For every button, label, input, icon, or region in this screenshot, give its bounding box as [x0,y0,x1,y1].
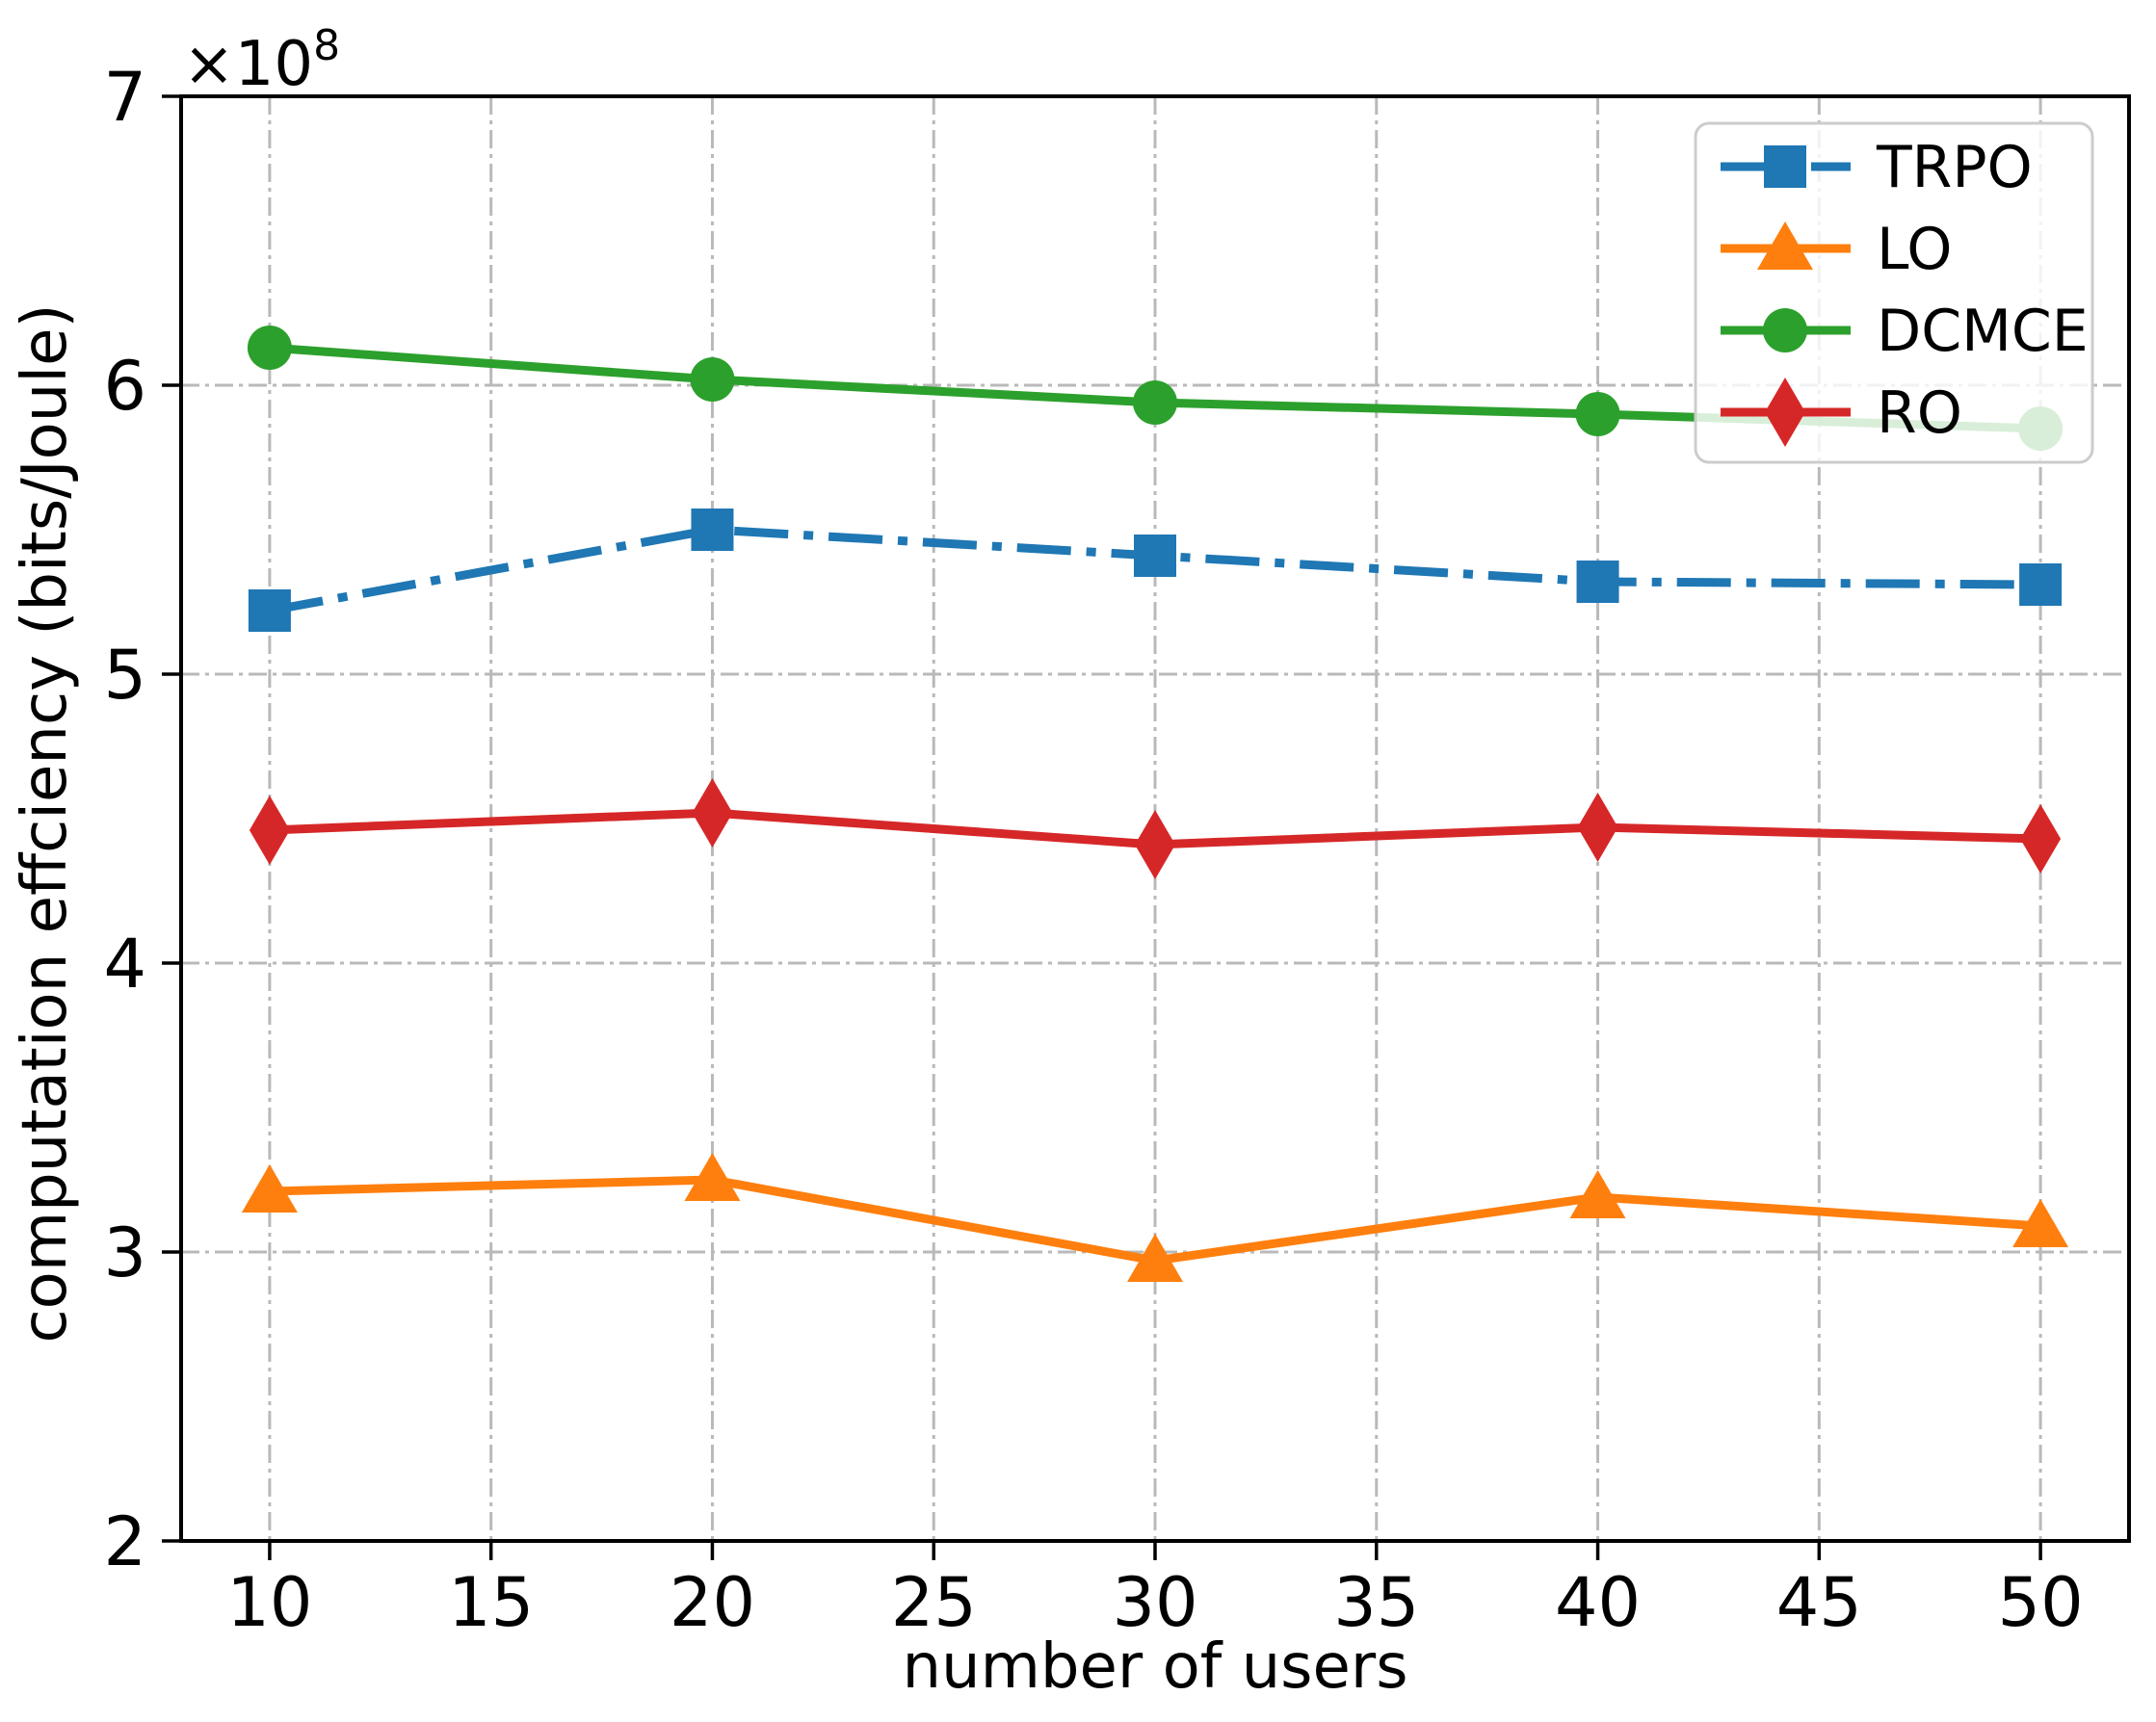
marker-TRPO-30 [1134,535,1176,577]
legend-label-RO: RO [1877,379,1962,447]
y-axis-label: computation effciency (bits/Joule) [10,304,81,1344]
legend-marker-RO [1765,378,1805,447]
marker-DCMCE-10 [247,326,292,370]
marker-DCMCE-30 [1133,380,1177,425]
x-tick-label: 10 [226,1563,312,1642]
legend-label-LO: LO [1877,216,1953,283]
marker-LO-10 [241,1164,298,1213]
x-axis-label: number of users [902,1631,1407,1703]
legend-entry-LO: LO [1721,216,1953,283]
marker-LO-20 [684,1153,741,1201]
marker-TRPO-40 [1576,561,1619,603]
marker-DCMCE-40 [1575,392,1620,436]
legend-marker-LO [1757,222,1813,270]
marker-TRPO-50 [2019,563,2063,606]
series-RO [249,778,2062,879]
marker-RO-10 [249,796,290,865]
legend-marker-TRPO [1764,145,1806,188]
x-tick-label: 25 [891,1563,977,1642]
series-LO [241,1153,2069,1282]
y-axis-offset-text: ×108 [183,21,340,100]
legend-entry-TRPO: TRPO [1721,134,2033,201]
marker-TRPO-10 [248,589,291,632]
legend-box [1694,121,2094,464]
series-TRPO [248,509,2063,632]
x-tick-label: 20 [670,1563,755,1642]
y-tick-label: 2 [103,1502,146,1581]
marker-RO-20 [692,778,733,848]
marker-RO-40 [1577,793,1618,862]
legend-entry-RO: RO [1721,378,1962,447]
legend-entry-DCMCE: DCMCE [1721,298,2089,365]
x-tick-label: 15 [448,1563,534,1642]
x-tick-label: 35 [1333,1563,1419,1642]
y-tick-label: 6 [103,347,146,426]
y-tick-label: 3 [103,1213,146,1292]
marker-LO-50 [2012,1199,2069,1247]
legend-label-TRPO: TRPO [1876,134,2033,201]
x-tick-label: 45 [1776,1563,1862,1642]
y-tick-label: 7 [103,58,146,137]
legend-marker-DCMCE [1763,308,1807,352]
marker-LO-40 [1569,1170,1626,1218]
marker-LO-30 [1127,1234,1183,1282]
y-tick-label: 4 [103,925,146,1004]
x-tick-label: 30 [1112,1563,1197,1642]
marker-TRPO-20 [691,509,734,551]
x-tick-label: 40 [1555,1563,1641,1642]
marker-RO-30 [1135,810,1175,879]
y-tick-label: 5 [103,636,146,715]
x-tick-label: 50 [1998,1563,2084,1642]
legend: TRPO LO DCMCE RO [1694,121,2094,464]
marker-RO-50 [2020,804,2062,874]
legend-label-DCMCE: DCMCE [1877,298,2089,365]
marker-DCMCE-20 [690,357,735,402]
